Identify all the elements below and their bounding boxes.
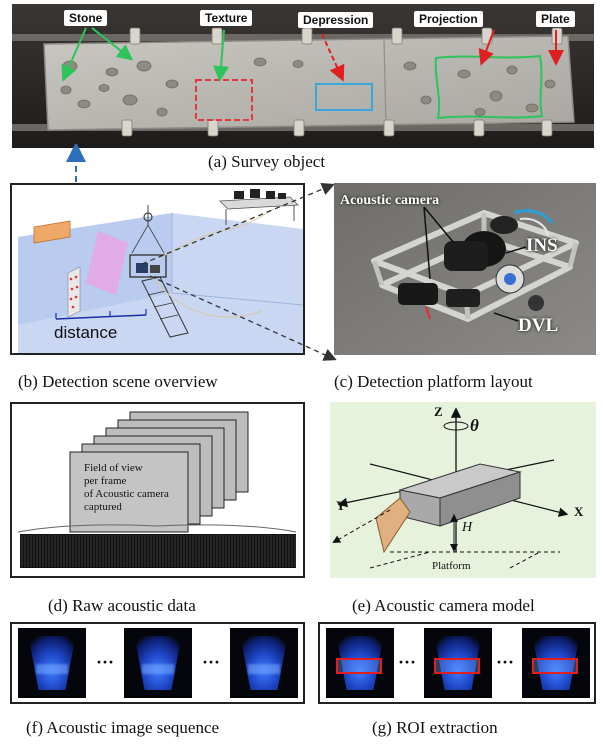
platform-label: Platform bbox=[432, 560, 471, 572]
ellipsis: ··· bbox=[96, 652, 115, 672]
dvl-label: DVL bbox=[518, 315, 559, 336]
detection-scene-diagram: distance bbox=[10, 183, 305, 355]
x-axis-label: X bbox=[574, 504, 584, 519]
camera-model-diagram: Z θ Y X H Platform bbox=[330, 402, 596, 578]
projection-outline bbox=[434, 54, 544, 120]
stone-label: Stone bbox=[64, 10, 108, 26]
sonar-frame-roi bbox=[522, 628, 590, 698]
caption-e: (e) Acoustic camera model bbox=[352, 596, 535, 615]
fov-line-3: of Acoustic camera bbox=[84, 488, 169, 500]
caption-a: (a) Survey object bbox=[208, 152, 326, 171]
caption-c: (c) Detection platform layout bbox=[334, 372, 533, 391]
distance-label: distance bbox=[54, 323, 118, 342]
survey-object-photo: Stone Texture Depression Projection Plat… bbox=[12, 4, 594, 148]
ellipsis: ··· bbox=[202, 652, 221, 672]
acoustic-camera-label: Acoustic camera bbox=[340, 193, 440, 208]
sonar-frame bbox=[230, 628, 298, 698]
y-axis-label: Y bbox=[336, 498, 346, 513]
caption-b: (b) Detection scene overview bbox=[18, 372, 218, 391]
plate-label: Plate bbox=[536, 11, 575, 27]
projection-label: Projection bbox=[414, 11, 483, 27]
raw-acoustic-data-diagram: Field of view per frame of Acoustic came… bbox=[10, 402, 305, 578]
ellipsis: ··· bbox=[496, 652, 515, 672]
ins-label: INS bbox=[526, 235, 558, 256]
roi-extraction: ··· ··· bbox=[318, 622, 596, 704]
fov-text: Field of view per frame of Acoustic came… bbox=[84, 462, 169, 514]
theta-label: θ bbox=[470, 416, 479, 435]
sonar-frame bbox=[18, 628, 86, 698]
caption-f: (f) Acoustic image sequence bbox=[26, 718, 220, 737]
ellipsis: ··· bbox=[398, 652, 417, 672]
platform-photo: Acoustic camera INS DVL bbox=[334, 183, 596, 355]
fov-line-2: per frame bbox=[84, 475, 127, 487]
depression-box bbox=[315, 83, 373, 111]
caption-g: (g) ROI extraction bbox=[372, 718, 498, 737]
sonar-frame-roi bbox=[326, 628, 394, 698]
z-axis-label: Z bbox=[434, 404, 443, 419]
link-arrows-b-to-c bbox=[141, 182, 337, 361]
sonar-frame bbox=[124, 628, 192, 698]
acoustic-image-sequence: ··· ··· bbox=[10, 622, 305, 704]
caption-d: (d) Raw acoustic data bbox=[48, 596, 196, 615]
fov-line-4: captured bbox=[84, 501, 122, 513]
texture-label: Texture bbox=[200, 10, 253, 26]
sonar-frame-roi bbox=[424, 628, 492, 698]
fov-line-1: Field of view bbox=[84, 462, 143, 474]
depression-label: Depression bbox=[298, 12, 374, 28]
h-label: H bbox=[462, 520, 473, 535]
